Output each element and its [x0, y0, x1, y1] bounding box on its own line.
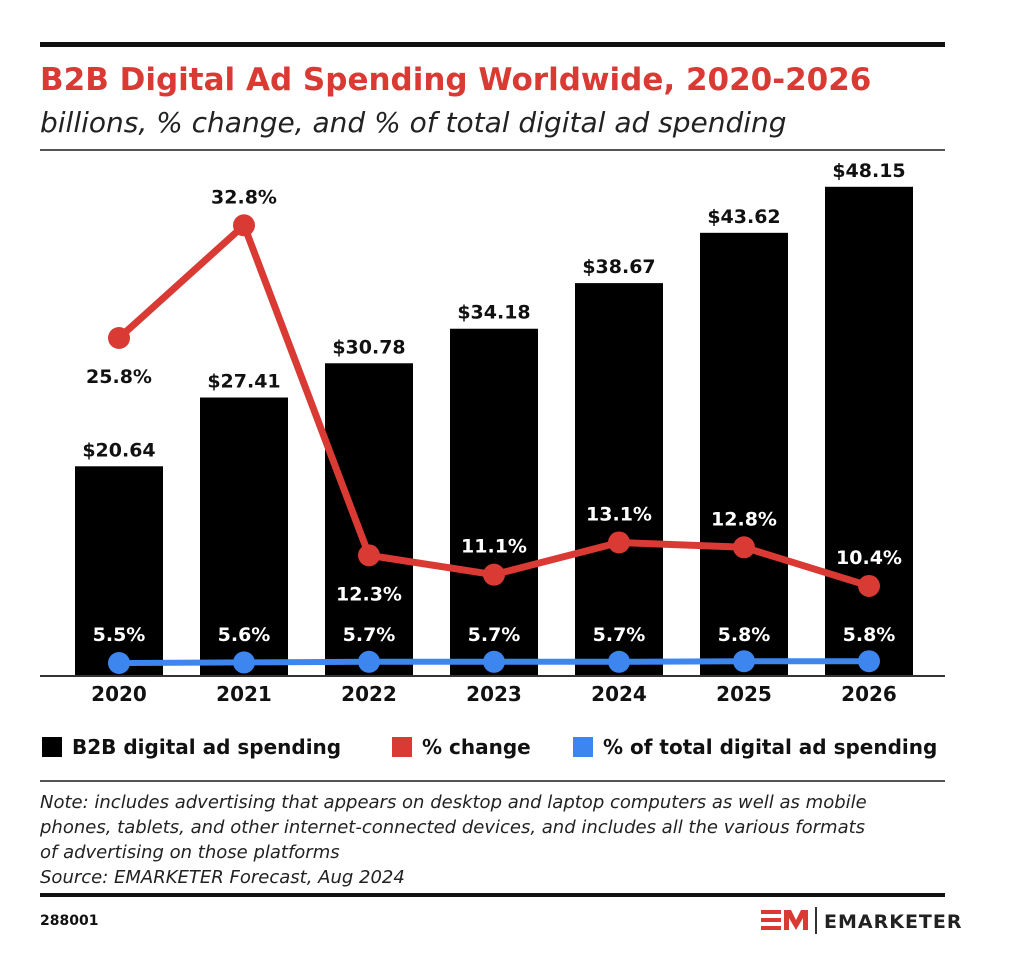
note-rule	[40, 780, 945, 782]
share-label: 5.8%	[843, 624, 896, 646]
bar	[200, 397, 288, 676]
chart-id: 288001	[40, 913, 98, 929]
change-point	[483, 563, 505, 586]
bar-value-label: $20.64	[82, 439, 155, 461]
change-label: 13.1%	[586, 503, 652, 525]
note-line: of advertising on those platforms	[40, 842, 340, 863]
change-label: 32.8%	[211, 186, 277, 208]
x-tick-label: 2023	[466, 682, 522, 706]
note-line: Note: includes advertising that appears …	[40, 792, 867, 813]
change-label: 12.8%	[711, 508, 777, 530]
bar	[75, 466, 163, 676]
share-point	[233, 651, 255, 674]
bar-value-label: $48.15	[832, 160, 905, 182]
change-point	[858, 574, 880, 597]
share-label: 5.5%	[93, 624, 146, 646]
bar	[325, 363, 413, 676]
share-point	[733, 650, 755, 673]
legend-label-share: % of total digital ad spending	[603, 735, 937, 759]
change-label: 10.4%	[836, 547, 902, 569]
share-point	[858, 650, 880, 673]
share-label: 5.7%	[343, 624, 396, 646]
share-label: 5.7%	[593, 624, 646, 646]
legend: B2B digital ad spending % change % of to…	[42, 735, 937, 759]
share-point	[358, 650, 380, 673]
source-line: Source: EMARKETER Forecast, Aug 2024	[40, 867, 405, 888]
x-tick-label: 2025	[716, 682, 772, 706]
bar-value-label: $34.18	[457, 302, 530, 324]
share-label: 5.6%	[218, 624, 271, 646]
bar	[700, 232, 788, 676]
legend-swatch-change	[392, 737, 412, 757]
chart-title: B2B Digital Ad Spending Worldwide, 2020-…	[40, 62, 871, 98]
share-point	[483, 650, 505, 673]
legend-swatch-share	[573, 737, 593, 757]
x-tick-label: 2024	[591, 682, 647, 706]
x-axis	[40, 675, 945, 677]
note-line: phones, tablets, and other internet-conn…	[39, 817, 865, 838]
bar-value-label: $30.78	[332, 336, 405, 358]
change-label: 12.3%	[336, 583, 402, 605]
bar-value-label: $38.67	[582, 256, 655, 278]
share-label: 5.7%	[468, 624, 521, 646]
x-tick-label: 2021	[216, 682, 272, 706]
share-point	[108, 652, 130, 674]
legend-label-change: % change	[422, 735, 531, 759]
brand-name: EMARKETER	[824, 911, 963, 933]
bar-value-label: $43.62	[707, 206, 780, 228]
legend-label-spending: B2B digital ad spending	[72, 735, 341, 759]
legend-swatch-spending	[42, 737, 62, 757]
bar	[450, 328, 538, 676]
bar-value-label: $27.41	[207, 371, 280, 393]
x-tick-label: 2026	[841, 682, 897, 706]
bottom-rule	[40, 893, 945, 897]
share-label: 5.8%	[718, 624, 771, 646]
share-point	[608, 650, 630, 673]
bar	[575, 283, 663, 676]
x-tick-label: 2022	[341, 682, 397, 706]
change-label: 25.8%	[86, 366, 152, 388]
change-point	[733, 536, 755, 559]
change-label: 11.1%	[461, 536, 527, 558]
emarketer-logo: EMARKETER	[761, 907, 963, 934]
change-point	[608, 531, 630, 554]
bar	[825, 186, 913, 676]
chart-subtitle: billions, % change, and % of total digit…	[40, 106, 787, 139]
top-rule	[40, 42, 945, 47]
change-point	[233, 214, 255, 237]
change-point	[358, 544, 380, 567]
x-tick-label: 2020	[91, 682, 147, 706]
title-rule	[40, 149, 945, 151]
change-point	[108, 327, 130, 349]
